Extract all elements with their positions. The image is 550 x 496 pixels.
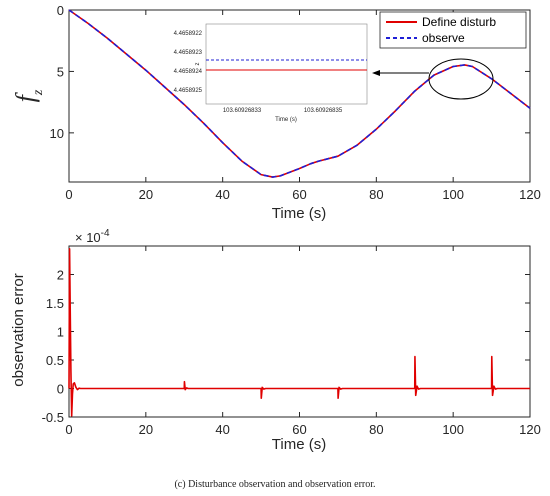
inset-y-tick: 4.4658923 <box>174 50 203 56</box>
bottom-series-group <box>68 248 530 417</box>
svg-text:fz: fz <box>11 89 46 102</box>
inset-y-tick: 4.4658924 <box>174 69 203 75</box>
zoom-ellipse <box>428 58 494 100</box>
y-tick-label: 1.5 <box>46 296 64 311</box>
y-tick-label: 0 <box>57 3 64 18</box>
x-tick-label: 100 <box>442 187 464 202</box>
y-tick-label: -0.5 <box>42 410 64 425</box>
inset-y-label: z <box>195 63 201 66</box>
inset-x-tick: 103.60926835 <box>304 108 343 114</box>
bottom-x-ticks: 0 20 40 60 80 100 120 <box>65 246 541 437</box>
legend-label-observe: observe <box>422 31 465 45</box>
y-tick-label: 0 <box>57 382 64 397</box>
exponent-power: -4 <box>101 228 110 239</box>
x-tick-label: 0 <box>65 422 72 437</box>
zoom-arrow-head <box>372 70 380 76</box>
series-line-1 <box>68 9 531 178</box>
y-tick-label: 1 <box>57 325 64 340</box>
inset-x-label: Time (s) <box>275 117 297 123</box>
x-tick-label: 0 <box>65 187 72 202</box>
bottom-y-ticks: -0.5 0 0.5 1 1.5 2 <box>42 268 530 425</box>
top-x-axis-label: Time (s) <box>272 205 326 222</box>
legend-label-define: Define disturb <box>422 15 496 29</box>
x-tick-label: 80 <box>369 422 383 437</box>
x-tick-label: 40 <box>215 187 229 202</box>
bottom-x-axis-label: Time (s) <box>272 436 326 453</box>
x-tick-label: 100 <box>442 422 464 437</box>
legend-box <box>379 11 527 49</box>
y-tick-label: 10 <box>50 126 64 141</box>
series-line-0 <box>68 248 530 417</box>
y-tick-label: 2 <box>57 268 64 283</box>
x-tick-label: 60 <box>292 187 306 202</box>
inset-y-tick: 4.4658925 <box>174 88 203 94</box>
legend: Define disturb observe <box>379 11 527 49</box>
x-tick-label: 80 <box>369 187 383 202</box>
x-tick-label: 60 <box>292 422 306 437</box>
inset-plot: 4.4658922 4.4658923 4.4658924 4.4658925 … <box>174 23 368 123</box>
top-y-axis-label: fz <box>11 89 46 102</box>
bottom-plot-frame <box>68 245 531 418</box>
x-tick-label: 120 <box>519 422 541 437</box>
inset-frame <box>205 23 368 105</box>
x-tick-label: 40 <box>215 422 229 437</box>
x-tick-label: 120 <box>519 187 541 202</box>
top-series-group <box>68 9 531 178</box>
top-y-label-sub: z <box>31 89 46 96</box>
top-y-label-main: f <box>11 91 40 102</box>
exponent-base: × 10 <box>75 230 101 245</box>
inset-y-tick: 4.4658922 <box>174 31 203 37</box>
bottom-chart: 0 20 40 60 80 100 120 -0.500.511.52 × 10-4 Tim… <box>10 228 541 453</box>
x-tick-label: 20 <box>139 422 153 437</box>
y-tick-label: 5 <box>57 64 64 79</box>
inset-x-tick: 103.60926833 <box>223 108 262 114</box>
bottom-y-exponent: × 10-4 <box>75 228 110 245</box>
figure-caption: (c) Disturbance observation and observat… <box>174 479 375 490</box>
bottom-y-axis-label: observation error <box>10 273 27 386</box>
x-tick-label: 20 <box>139 187 153 202</box>
y-tick-label: 0.5 <box>46 353 64 368</box>
